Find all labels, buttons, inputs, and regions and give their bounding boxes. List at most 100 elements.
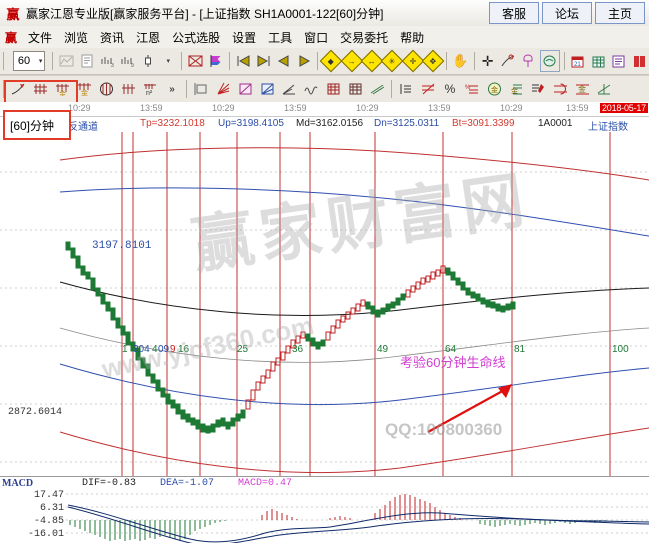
indicator-tp: Tp=3232.1018 [140,118,205,129]
diamond-cross-icon[interactable]: ✛ [401,49,425,73]
flag-icon[interactable] [207,51,225,71]
svg-text:4: 4 [152,344,158,355]
prev-icon[interactable] [275,51,293,71]
fork-icon[interactable] [30,79,50,99]
last-page-icon[interactable] [254,51,272,71]
time-label: 10:29 [68,103,91,113]
indicator-bt: Bt=3091.3399 [452,118,515,129]
macd-panel[interactable]: MACD DIF=-0.83 DEA=-1.07 MACD=0.47 17.47… [0,476,649,543]
first-page-icon[interactable] [234,51,252,71]
diamond-right-icon[interactable]: → [340,49,364,73]
gann-box-icon[interactable] [186,51,204,71]
steps-icon[interactable] [396,79,416,99]
pin-curve-icon[interactable] [499,51,517,71]
box-pattern-icon[interactable] [235,79,255,99]
date-badge: 2018-05-17 [599,103,648,113]
title-bar-buttons: 客服 论坛 主页 [489,2,645,24]
svg-text:9: 9 [170,344,176,355]
candle-icon[interactable] [139,51,157,71]
report-icon[interactable] [609,51,627,71]
diamond-move-icon[interactable]: ✥ [421,49,445,73]
time-label: 13:59 [566,103,589,113]
app-logo-icon: 赢 [6,6,20,22]
menu-item-gann[interactable]: 江恩 [136,30,161,45]
svg-text:64: 64 [445,344,457,355]
svg-text:%: % [465,85,471,91]
hand-icon[interactable]: ✋ [452,53,469,68]
homepage-button[interactable]: 主页 [595,2,645,24]
percent-icon[interactable]: % [444,82,456,96]
gold-lines-icon[interactable]: 金 [506,79,526,99]
box-fan-icon[interactable] [257,79,277,99]
calendar-icon[interactable]: 21 [569,51,587,71]
indicator-up: Up=3198.4105 [218,118,284,129]
more-icon[interactable]: » [169,83,175,95]
bars-9-icon[interactable]: 9 [118,51,136,71]
menu-item-help[interactable]: 帮助 [400,30,425,45]
wave-icon[interactable] [301,79,321,99]
pen-curve-icon[interactable] [8,79,28,99]
gann-gold-icon[interactable]: 金 [74,79,94,99]
book-icon[interactable] [630,51,648,71]
angle-icon[interactable] [279,79,299,99]
svg-text:金: 金 [511,86,518,95]
menu-item-settings[interactable]: 设置 [232,30,257,45]
price-plot-svg: 1 304 4 09 9 16 25 36 49 64 81 100 [0,132,649,504]
toolbar-separator [229,52,230,70]
menu-item-formula-stock-pick[interactable]: 公式选股 [172,30,221,45]
menu-item-browse[interactable]: 浏览 [64,30,89,45]
macd-scale-label: -4.85 [33,516,64,527]
period-combo[interactable]: 60 ▾ [12,51,46,71]
menu-item-news[interactable]: 资讯 [100,30,125,45]
gann-fan-gold-icon[interactable]: 金 [52,79,72,99]
zigzag-icon[interactable] [367,79,387,99]
macd-title: MACD [2,478,34,489]
macd-dea-value: DEA=-1.07 [160,478,215,489]
chart-disabled-icon[interactable] [57,51,75,71]
circle-grid-icon[interactable] [96,79,116,99]
fork2-icon[interactable] [118,79,138,99]
next-icon[interactable] [295,51,313,71]
svg-text:21: 21 [574,62,581,68]
price-axis-min-label: 2872.6014 [8,407,63,418]
brush-icon[interactable] [528,79,548,99]
arc-icon[interactable] [550,79,570,99]
percent-cross-icon[interactable] [418,79,438,99]
price-label: 3197.8101 [92,240,152,252]
stock-name: 上证指数 [588,122,628,133]
diamond-star-icon[interactable]: ✳ [381,49,404,73]
diamond-h-icon[interactable]: ↔ [360,49,384,73]
split-icon[interactable] [594,79,614,99]
gold-circle-icon[interactable]: 金 [484,79,504,99]
period-combo-value: 60 [17,55,31,67]
gold-bar-icon[interactable]: 金 [572,79,592,99]
menu-item-file[interactable]: 文件 [28,30,53,45]
crosshair-icon[interactable]: ✛ [481,52,494,69]
time-label: 13:59 [284,103,307,113]
n2-icon[interactable]: n² [140,79,160,99]
forum-button[interactable]: 论坛 [542,2,592,24]
rays-icon[interactable] [213,79,233,99]
percent-lines-icon[interactable]: % [462,79,482,99]
chevron-down-icon[interactable]: ▾ [166,58,170,65]
toolbar-highlight-box [4,80,78,104]
toolbar-separator [446,52,448,70]
note-icon[interactable] [78,51,96,71]
grid-icon[interactable] [589,51,607,71]
diamond-icon[interactable]: ◆ [320,49,343,73]
menu-item-trade[interactable]: 交易委托 [340,30,389,45]
grid-red-icon[interactable] [323,79,343,99]
customer-service-button[interactable]: 客服 [489,2,539,24]
bars-3-icon[interactable]: 3 [98,51,116,71]
chevron-down-icon: ▾ [38,58,43,65]
svg-text:1: 1 [122,344,128,355]
menu-item-window[interactable]: 窗口 [304,30,329,45]
brain-icon[interactable] [539,50,560,72]
tree-icon[interactable] [519,51,537,71]
menu-item-tools[interactable]: 工具 [268,30,293,45]
price-plot[interactable]: 1 304 4 09 9 16 25 36 49 64 81 100 3197.… [0,132,649,504]
svg-text:16: 16 [178,344,190,355]
frame-icon[interactable] [191,79,211,99]
grid-dark-icon[interactable] [345,79,365,99]
